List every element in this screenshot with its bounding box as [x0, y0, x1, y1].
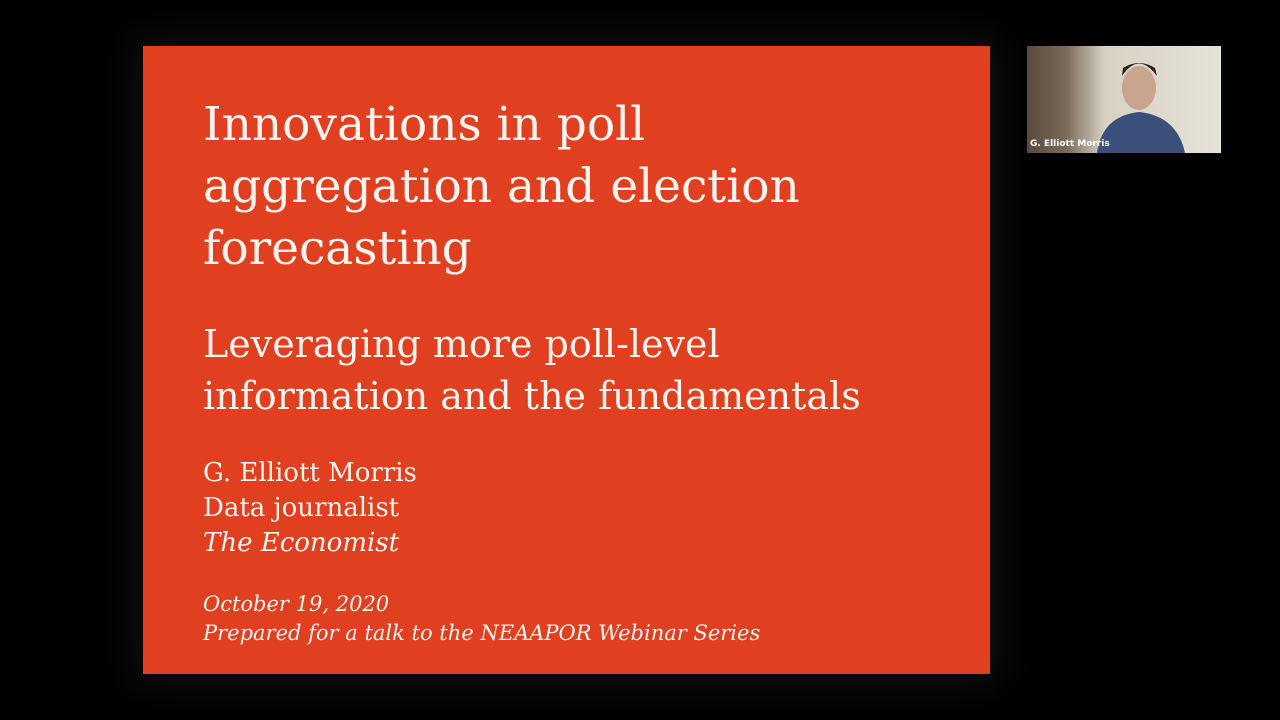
participant-name: G. Elliott Morris [1030, 139, 1110, 149]
organization: The Economist [203, 528, 400, 558]
date: October 19, 2020 [203, 592, 390, 616]
note: Prepared for a talk to the NEAAPOR Webin… [203, 621, 761, 645]
hair [1122, 63, 1157, 76]
author-block: G. Elliott Morris Data journalist The Ec… [203, 456, 417, 561]
face [1122, 66, 1156, 110]
slide-title: Innovations in poll aggregation and elec… [203, 94, 800, 280]
shirt [1097, 112, 1185, 153]
role: Data journalist [203, 493, 400, 523]
video-feed [1097, 63, 1185, 153]
subtitle-line: information and the fundamentals [203, 374, 861, 418]
author: G. Elliott Morris [203, 458, 417, 488]
slide-subtitle: Leveraging more poll-level information a… [203, 318, 861, 422]
slide: Innovations in poll aggregation and elec… [143, 46, 990, 674]
title-line: forecasting [203, 221, 472, 276]
subtitle-line: Leveraging more poll-level [203, 322, 720, 366]
title-line: Innovations in poll [203, 97, 646, 152]
title-line: aggregation and election [203, 159, 800, 214]
video-tile[interactable]: G. Elliott Morris [1027, 46, 1221, 153]
footer: October 19, 2020 Prepared for a talk to … [203, 590, 760, 648]
